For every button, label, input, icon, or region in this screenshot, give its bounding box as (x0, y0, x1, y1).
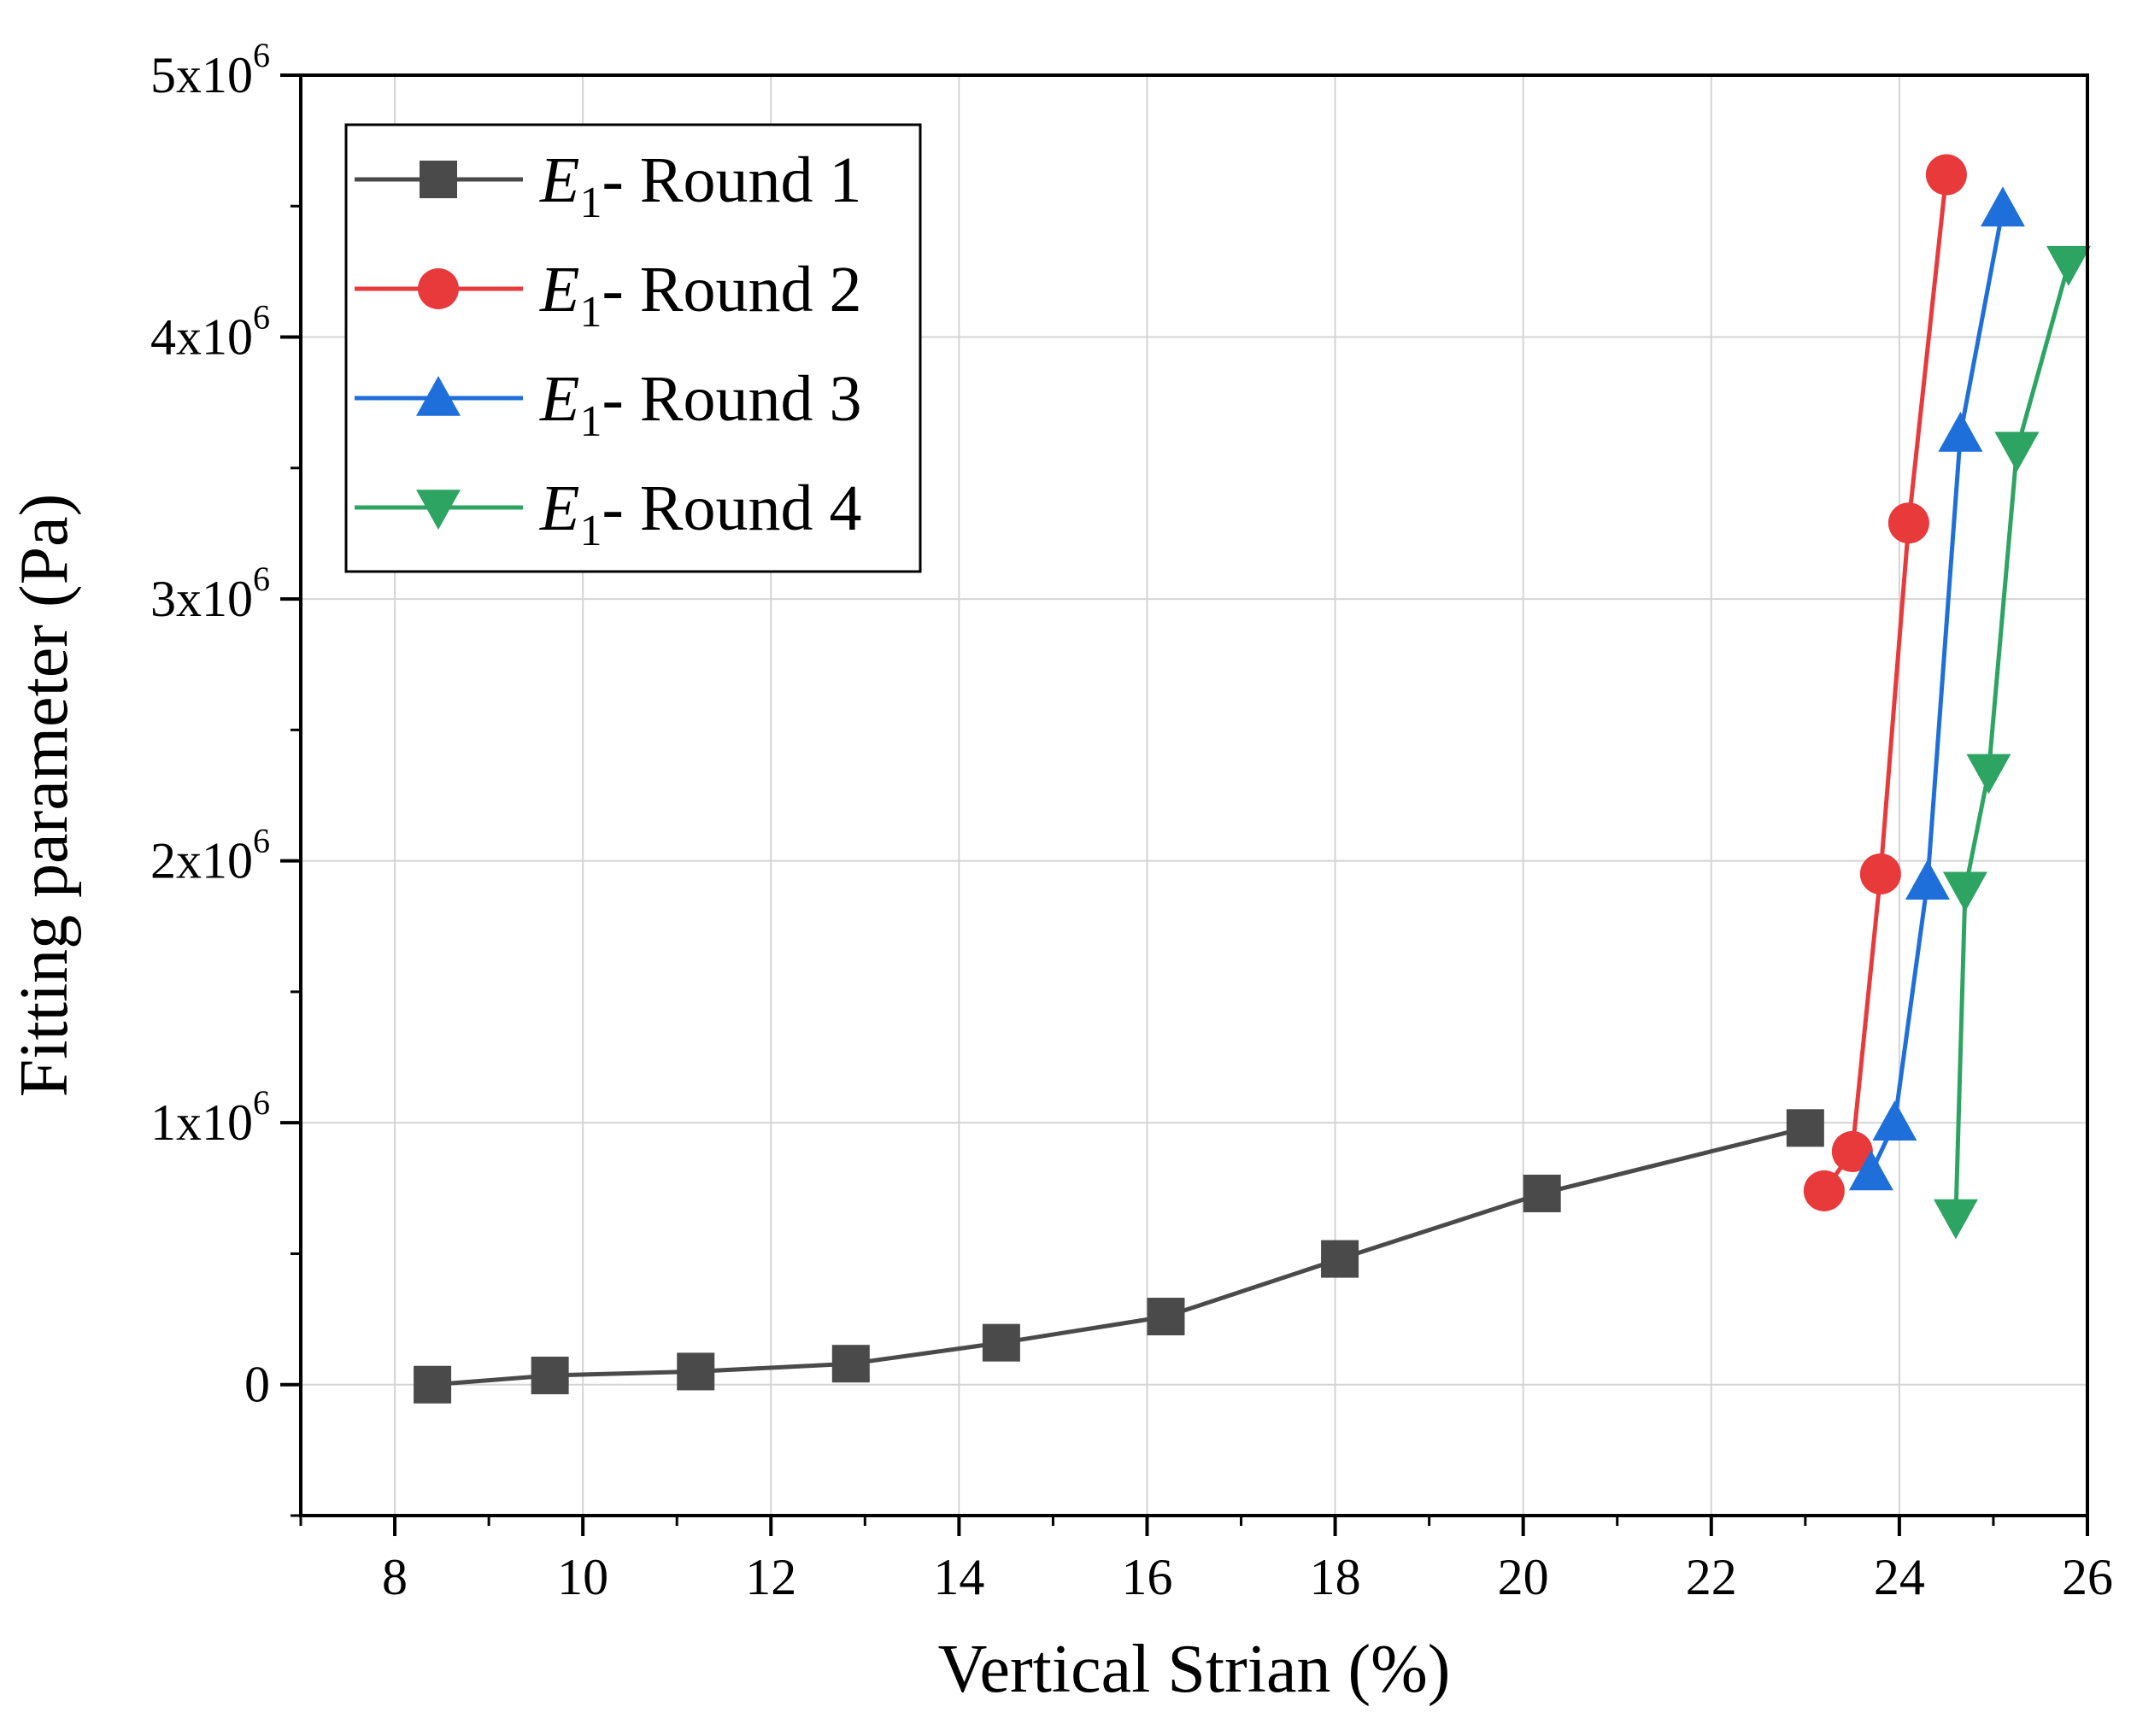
legend-label: E1- Round 1 (539, 144, 861, 227)
y-tick-mantissa: 5x10 (150, 47, 253, 103)
y-axis-title: Fitting parameter (Pa) (7, 494, 82, 1097)
x-tick-label: 24 (1874, 1549, 1925, 1605)
x-tick-label: 8 (382, 1549, 408, 1605)
y-tick-label: 2x106 (150, 822, 270, 889)
legend-suffix: - Round 4 (602, 472, 861, 544)
x-tick-label: 10 (557, 1549, 608, 1605)
y-tick-exponent: 6 (253, 298, 270, 337)
series-1-point (677, 1352, 715, 1391)
y-tick-mantissa: 2x10 (150, 833, 253, 889)
grid (301, 74, 2088, 1516)
series-1-point (1147, 1298, 1185, 1336)
series-1-point (1321, 1240, 1359, 1278)
series-2-point (1803, 1170, 1845, 1211)
legend-marker (420, 161, 457, 198)
y-tick-exponent: 6 (253, 560, 270, 598)
legend-item: E1- Round 3 (355, 363, 861, 446)
series-4-point (1933, 1199, 1978, 1240)
x-tick-label: 26 (2062, 1549, 2113, 1605)
legend-item: E1- Round 4 (355, 472, 861, 555)
legend-symbol: E (539, 472, 579, 544)
legend-subscript: 1 (579, 507, 602, 555)
y-tick-exponent: 6 (253, 1083, 270, 1122)
series-3-point (1872, 1100, 1917, 1141)
y-tick-label: 1x106 (150, 1083, 270, 1151)
y-tick-mantissa: 1x10 (150, 1094, 253, 1151)
legend-label: E1- Round 3 (539, 363, 861, 446)
x-tick-label: 16 (1121, 1549, 1172, 1605)
legend-marker (416, 376, 461, 416)
plot-frame (299, 73, 2089, 1517)
legend-suffix: - Round 3 (602, 363, 861, 435)
y-tick-mantissa: 0 (244, 1357, 270, 1413)
legend-subscript: 1 (579, 397, 602, 446)
series-2-point (1925, 154, 1967, 196)
legend-symbol: E (539, 144, 579, 216)
x-tick-label: 12 (745, 1549, 796, 1605)
series-4-point (1942, 871, 1987, 912)
x-tick-label: 14 (933, 1549, 984, 1605)
series-3-point (1848, 1150, 1893, 1191)
x-tick-label: 20 (1498, 1549, 1549, 1605)
series-1-point (982, 1323, 1020, 1362)
y-tick-label: 5x106 (150, 36, 270, 103)
legend-item: E1- Round 1 (355, 144, 861, 227)
y-tick-label: 3x106 (150, 560, 270, 627)
legend-suffix: - Round 1 (602, 144, 861, 216)
series-1-point (1786, 1109, 1824, 1147)
x-tick-label: 18 (1310, 1549, 1361, 1605)
y-tick-exponent: 6 (253, 822, 270, 860)
legend-label: E1- Round 4 (539, 472, 861, 555)
legend-symbol: E (539, 254, 579, 326)
legend-subscript: 1 (579, 179, 602, 227)
x-axis-title: Vertical Strian (%) (938, 1632, 1451, 1707)
series-3-point (1905, 859, 1950, 900)
y-tick-mantissa: 4x10 (150, 309, 253, 366)
legend-item: E1- Round 2 (355, 254, 861, 337)
legend-suffix: - Round 2 (602, 254, 861, 326)
y-tick-mantissa: 3x10 (150, 571, 253, 627)
y-tick-label: 4x106 (150, 298, 270, 366)
legend-subscript: 1 (579, 288, 602, 337)
axes: 8 10 12 14 16 18 20 22 24 2601x1062x1063x1064x106… (150, 36, 2113, 1605)
legend: E1- Round 1E1- Round 2E1- Round 3E1- Rou… (344, 123, 922, 573)
series-layer (414, 154, 2091, 1404)
series-2 (1803, 154, 1967, 1211)
series-2-point (1859, 853, 1901, 894)
series-1 (414, 1109, 1824, 1404)
series-3-point (1980, 186, 2025, 227)
x-tick-label: 22 (1686, 1549, 1737, 1605)
series-1-point (1523, 1174, 1561, 1212)
series-1-point (414, 1365, 452, 1404)
y-tick-exponent: 6 (253, 36, 270, 74)
series-1-point (831, 1345, 870, 1383)
legend-label: E1- Round 2 (539, 254, 861, 337)
y-tick-label: 0 (244, 1357, 270, 1413)
series-4-point (1994, 431, 2040, 472)
legend-marker (418, 268, 459, 309)
series-3-point (1938, 411, 1983, 452)
series-2-point (1831, 1130, 1873, 1172)
series-2-point (1887, 502, 1929, 544)
legend-marker (416, 490, 461, 530)
series-3 (1848, 186, 2025, 1191)
series-4 (1933, 245, 2091, 1240)
series-4-point (2046, 245, 2091, 286)
series-1-point (531, 1356, 569, 1394)
series-4-point (1966, 754, 2011, 795)
legend-symbol: E (539, 363, 579, 435)
